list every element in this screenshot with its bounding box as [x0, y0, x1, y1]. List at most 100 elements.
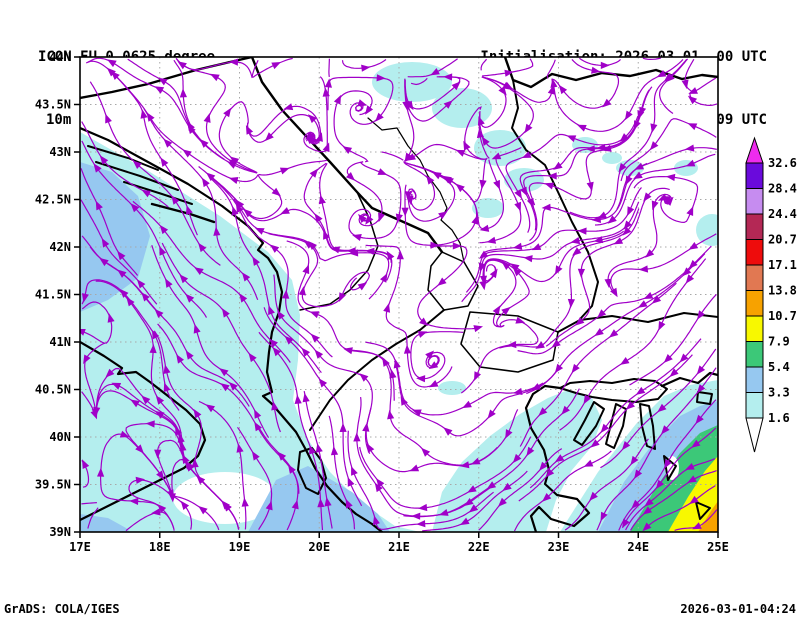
streamline-arrowhead: [553, 161, 563, 170]
streamline-arrowhead: [620, 357, 630, 365]
streamline-arrowhead: [412, 409, 422, 417]
streamline-arrowhead: [203, 113, 211, 123]
streamline-arrowhead: [99, 155, 109, 165]
streamline-arrowhead: [179, 274, 189, 284]
streamline-arrowhead: [97, 467, 105, 477]
streamline-arrowhead: [158, 77, 168, 86]
streamline-arrowhead: [338, 292, 346, 302]
streamline: [629, 470, 717, 531]
streamline-arrowhead: [236, 443, 244, 453]
streamline-arrowhead: [193, 408, 202, 419]
streamline-arrowhead: [179, 88, 187, 98]
streamline-arrowhead: [630, 455, 639, 466]
lon-label: 22E: [468, 540, 490, 554]
streamline-arrowhead: [492, 305, 501, 315]
streamline-arrowhead: [463, 140, 471, 151]
streamline-arrowhead: [366, 443, 375, 453]
streamline-arrowhead: [411, 512, 421, 520]
streamline-arrowhead: [159, 246, 167, 256]
streamline-arrowhead: [318, 194, 326, 205]
streamline-arrowhead: [272, 347, 281, 357]
streamline-arrowhead: [442, 175, 452, 184]
streamline-arrowhead: [365, 105, 374, 115]
streamline-arrowhead: [201, 177, 210, 188]
streamline-arrowhead: [679, 353, 689, 363]
streamline: [81, 235, 163, 317]
streamline-arrowhead: [531, 243, 542, 251]
streamline-arrowhead: [634, 469, 643, 479]
shade-3.3-5.4: [248, 466, 390, 532]
streamline-arrowhead: [91, 408, 99, 418]
streamline-arrowhead: [657, 403, 667, 413]
grads-credit: GrADS: COLA/IGES: [4, 602, 120, 616]
streamline-arrowhead: [489, 268, 498, 279]
colorbar-value-label: 3.3: [768, 386, 790, 400]
streamline: [596, 367, 717, 531]
streamline-arrowhead: [191, 458, 199, 468]
streamline-arrowhead: [470, 457, 481, 465]
streamline-arrowhead: [437, 277, 447, 286]
streamline-arrowhead: [352, 234, 362, 241]
streamline-arrowhead: [154, 449, 162, 459]
streamline-arrowhead: [301, 347, 311, 357]
streamline-arrowhead: [322, 142, 330, 153]
streamline-arrowhead: [254, 409, 262, 419]
streamline-arrowhead: [498, 497, 507, 507]
thermaic-gulf-coast: [524, 384, 591, 532]
streamline-arrowhead: [515, 316, 526, 324]
streamline-arrowhead: [140, 109, 148, 119]
streamline-arrowhead: [664, 196, 674, 206]
streamline-arrowhead: [210, 73, 220, 82]
streamline-arrowhead: [288, 464, 296, 474]
streamline-arrowhead: [324, 497, 332, 507]
streamline: [125, 511, 175, 532]
streamline-arrowhead: [610, 287, 618, 298]
streamline-arrowhead: [657, 193, 668, 201]
streamline-arrowhead: [282, 289, 290, 299]
colorbar-below-min-wedge: [745, 417, 764, 453]
streamline-arrowhead: [661, 425, 670, 435]
streamline: [478, 448, 563, 531]
streamline-arrowhead: [101, 238, 110, 248]
streamline-arrowhead: [163, 138, 173, 148]
streamline: [81, 121, 169, 208]
streamline-arrowhead: [521, 151, 532, 158]
streamline-arrowhead: [625, 401, 635, 410]
streamline-arrowhead: [146, 112, 155, 122]
streamline-arrowhead: [547, 172, 557, 180]
streamline-arrowhead: [493, 179, 500, 190]
streamline-arrowhead: [691, 439, 701, 448]
streamline-arrowhead: [378, 212, 385, 223]
macedonia-border: [460, 311, 559, 373]
streamline-arrowhead: [95, 200, 103, 211]
dalmatian-island: [87, 145, 159, 171]
streamline-arrowhead: [347, 477, 355, 487]
streamline-arrowhead: [687, 95, 698, 105]
streamline-arrowhead: [271, 62, 281, 70]
streamline-arrowhead: [455, 149, 466, 157]
streamline-arrowhead: [309, 444, 316, 455]
streamline-arrowhead: [269, 244, 280, 253]
streamline-arrowhead: [186, 205, 193, 215]
streamline: [564, 438, 649, 531]
streamline-arrowhead: [634, 162, 644, 170]
streamline-arrowhead: [156, 470, 165, 480]
streamline-arrowhead: [486, 481, 497, 490]
lon-label: 17E: [69, 540, 91, 554]
streamline-arrowhead: [149, 344, 157, 354]
coastline-border-layer: [80, 57, 718, 532]
streamline-arrowhead: [302, 392, 310, 403]
streamline: [551, 58, 684, 132]
streamline-arrowhead: [417, 331, 428, 338]
streamline-arrowhead: [631, 499, 641, 509]
streamline-arrowhead: [372, 515, 380, 526]
streamline-arrowhead: [182, 149, 192, 158]
streamline-arrowhead: [416, 520, 426, 528]
lon-label: 18E: [149, 540, 171, 554]
colorbar-segment: [745, 341, 764, 368]
streamline: [579, 57, 622, 67]
streamline-arrowhead: [404, 152, 413, 163]
streamline-arrowhead: [567, 298, 575, 309]
streamline-arrowhead: [198, 506, 208, 515]
streamline-arrowhead: [613, 237, 624, 245]
